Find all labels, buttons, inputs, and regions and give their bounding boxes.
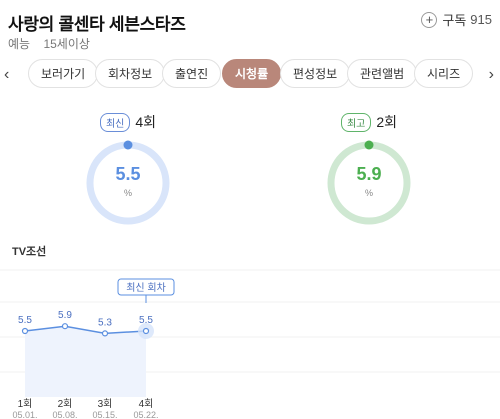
x-tick-date: 05.15. [92,410,117,419]
tab-watch[interactable]: 보러가기 [28,59,99,88]
tab-ratings[interactable]: 시청률 [222,59,282,88]
best-rating-unit: % [364,188,373,198]
tab-episodes[interactable]: 회차정보 [95,59,166,88]
x-tick-label: 1회 [18,398,33,410]
program-header: 사랑의 콜센타 세븐스타즈 예능 15세이상 + 구독 915 [8,10,492,52]
chevron-right-icon[interactable]: › [488,66,494,83]
x-tick-date: 05.22. [133,410,158,419]
chart-point [142,327,150,335]
annotation-label: 최신 회차 [126,282,166,294]
x-tick-label: 4회 [139,398,154,410]
chart-value-label: 5.5 [18,315,32,326]
latest-episode: 4회 [135,114,157,130]
latest-rating-unit: % [123,188,132,198]
best-rating-value: 5.9 [356,164,382,184]
chart-value-label: 5.5 [139,315,153,326]
x-tick-label: 2회 [58,398,73,410]
latest-rating-value: 5.5 [115,164,141,184]
best-episode: 2회 [376,114,398,130]
best-badge: 최고 [340,112,372,132]
tab-series[interactable]: 시리즈 [414,59,474,88]
x-tick-date: 05.01. [12,410,37,419]
subscribe-label: 구독 [442,13,467,28]
subscribe-count: 915 [470,12,492,27]
program-meta: 예능 15세이상 [8,35,90,52]
tab-bar: ‹ 보러가기 회차정보 출연진 시청률 편성정보 관련앨범 시리즈 › [0,59,500,89]
x-tick-label: 3회 [98,398,113,410]
tab-cast[interactable]: 출연진 [162,59,222,88]
latest-rating-ring: 5.5 % [85,140,171,226]
tab-schedule[interactable]: 편성정보 [280,59,351,88]
broadcaster-label: TV조선 [12,246,47,258]
chart-value-label: 5.9 [58,310,72,321]
latest-rating-card: 최신 4회 5.5 % [68,112,188,226]
chart-point [101,330,109,337]
plus-icon: + [421,11,438,28]
latest-badge: 최신 [99,112,131,132]
genre-label: 예능 [8,37,31,51]
tab-albums[interactable]: 관련앨범 [347,59,418,88]
best-rating-card: 최고 2회 5.9 % [309,112,429,226]
ring-indicator [364,140,374,150]
chart-point [21,327,29,335]
chart-value-label: 5.3 [98,317,112,328]
subscribe-button[interactable]: + 구독 915 [421,10,492,29]
x-tick-date: 05.08. [52,410,77,419]
ring-indicator [123,140,133,150]
age-rating-label: 15세이상 [43,37,90,51]
chevron-left-icon[interactable]: ‹ [4,66,10,83]
best-rating-ring: 5.9 % [326,140,412,226]
program-title: 사랑의 콜센타 세븐스타즈 [8,15,186,34]
chart-point [61,323,69,330]
chart-area-fill [25,326,146,397]
chart-series-line [24,325,147,335]
